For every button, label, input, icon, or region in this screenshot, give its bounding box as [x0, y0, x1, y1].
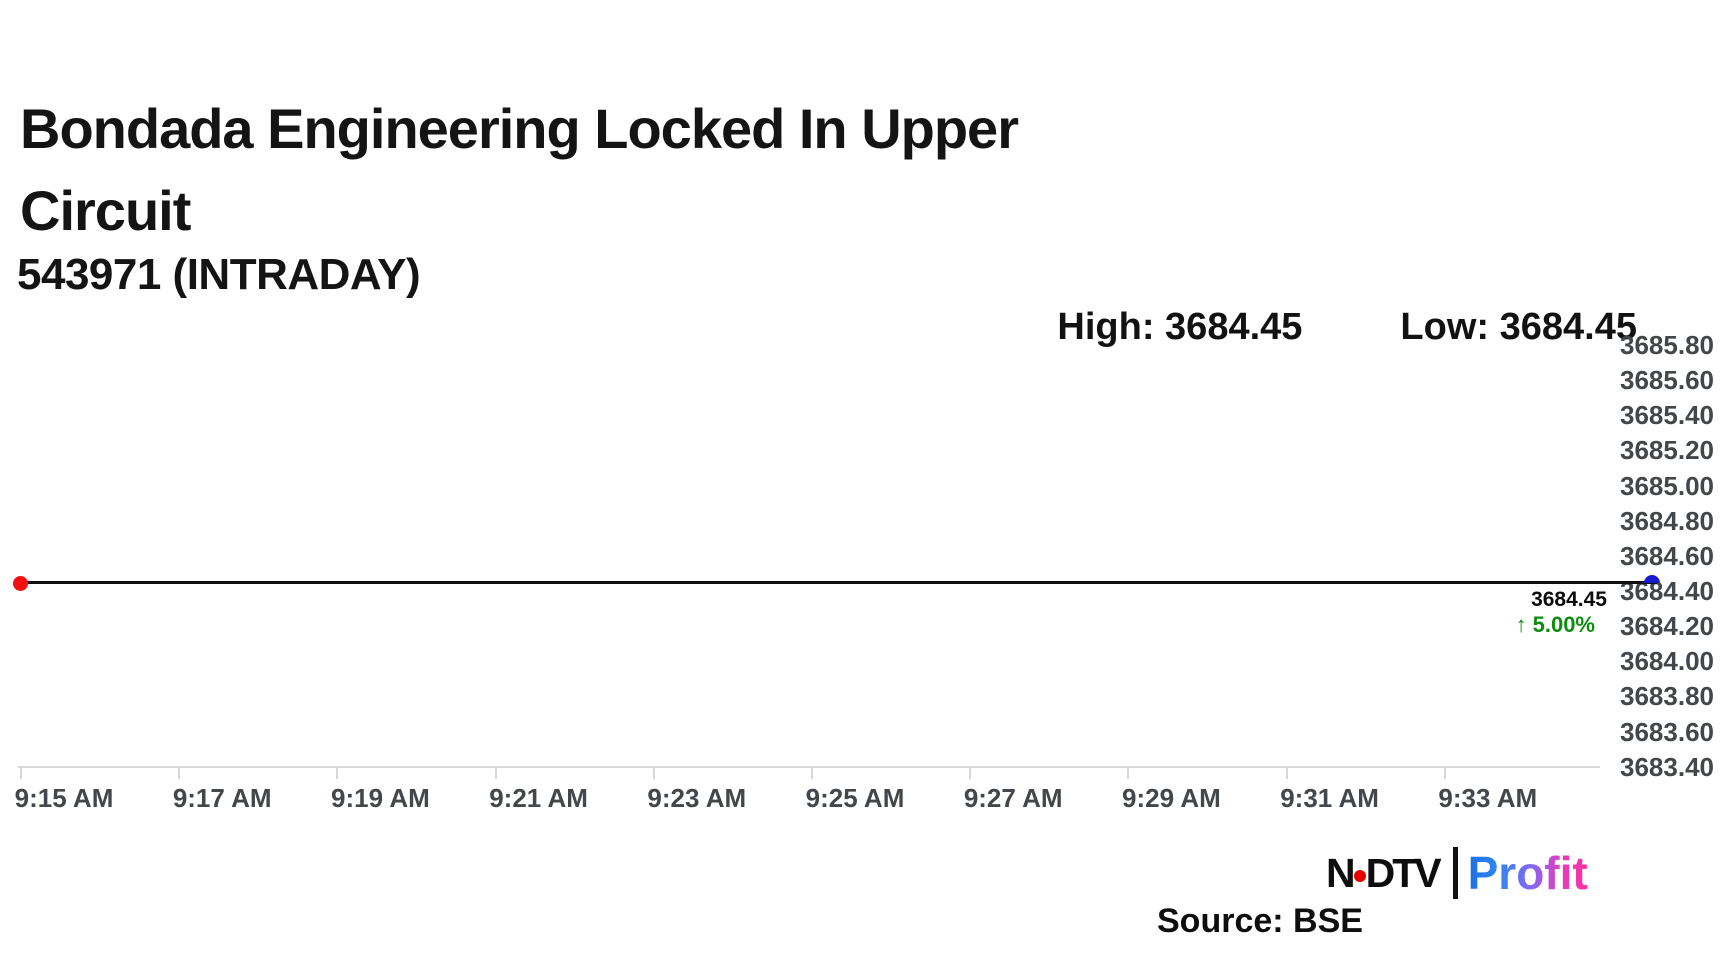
ndtv-logo-dtv: DTV: [1365, 849, 1442, 896]
x-axis-label: 9:19 AM: [331, 783, 430, 813]
low-label: Low:: [1400, 306, 1490, 348]
last-price-label: 3684.45: [1531, 588, 1607, 611]
y-axis-label: 3684.80: [1620, 505, 1714, 536]
x-axis-label: 9:33 AM: [1438, 783, 1538, 813]
y-axis-label: 3685.00: [1620, 470, 1714, 501]
x-axis-tick: [969, 766, 972, 779]
instrument-subtitle: 543971 (INTRADAY): [17, 250, 421, 299]
logo-divider-bar: [1452, 847, 1458, 899]
page-title: Bondada Engineering Locked In Upper Circ…: [20, 88, 1019, 252]
change-percent-label: ↑ 5.00%: [1516, 612, 1595, 638]
y-axis-label: 3685.60: [1620, 365, 1714, 396]
x-axis-label: 9:17 AM: [172, 783, 272, 813]
change-percent-value: 5.00%: [1532, 612, 1595, 637]
x-axis-label: 9:29 AM: [1122, 783, 1221, 813]
high-value: 3684.45: [1165, 306, 1303, 348]
profit-logo-text: Profit: [1467, 847, 1588, 899]
high-stat: High: 3684.45: [1057, 306, 1302, 349]
y-axis-label: 3685.20: [1620, 435, 1714, 466]
ndtv-logo-red-dot-icon: [1353, 870, 1366, 882]
high-low-row: High: 3684.45 Low: 3684.45: [1057, 306, 1637, 349]
y-axis-label: 3683.60: [1620, 716, 1714, 747]
x-axis-label: 9:25 AM: [805, 783, 905, 813]
title-line-2: Circuit: [20, 179, 191, 242]
x-axis-line: [18, 766, 1600, 768]
x-axis-tick: [1443, 766, 1446, 779]
x-axis-label: 9:31 AM: [1280, 783, 1379, 813]
x-axis-label: 9:21 AM: [489, 783, 588, 813]
x-axis-tick: [178, 766, 181, 779]
up-arrow-icon: ↑: [1515, 612, 1527, 637]
x-axis-tick: [811, 766, 813, 779]
series-start-marker-dot: [13, 576, 28, 591]
y-axis-label: 3684.00: [1620, 646, 1714, 677]
x-axis-tick: [1127, 766, 1130, 779]
source-attribution: Source: BSE: [1157, 902, 1363, 940]
x-axis-tick: [494, 766, 497, 779]
ndtv-profit-logo: N DTV Profit: [1326, 845, 1588, 901]
y-axis-label: 3684.60: [1620, 540, 1714, 571]
y-axis-label: 3685.40: [1620, 400, 1714, 431]
y-axis-label: 3684.40: [1620, 575, 1714, 606]
y-axis-label: 3684.20: [1620, 611, 1714, 642]
ndtv-logo-text: N DTV: [1326, 849, 1442, 897]
x-axis-tick: [652, 766, 655, 779]
x-axis-label: 9:23 AM: [647, 783, 747, 813]
x-axis-label: 9:15 AM: [14, 783, 114, 813]
price-series-line: [20, 581, 1657, 584]
x-axis-tick: [20, 766, 22, 779]
high-label: High:: [1057, 306, 1155, 348]
x-axis-tick: [1285, 766, 1288, 779]
x-axis-label: 9:27 AM: [963, 783, 1063, 813]
x-axis-tick: [336, 766, 339, 779]
series-end-marker-dot: [1644, 575, 1660, 583]
y-axis-label: 3683.80: [1620, 681, 1714, 712]
title-line-1: Bondada Engineering Locked In Upper: [20, 97, 1019, 160]
ndtv-logo-n: N: [1326, 849, 1356, 896]
y-axis-label: 3683.40: [1620, 751, 1714, 782]
low-stat: Low: 3684.45: [1400, 306, 1637, 349]
low-value: 3684.45: [1499, 306, 1637, 348]
y-axis-label: 3685.80: [1620, 330, 1714, 360]
